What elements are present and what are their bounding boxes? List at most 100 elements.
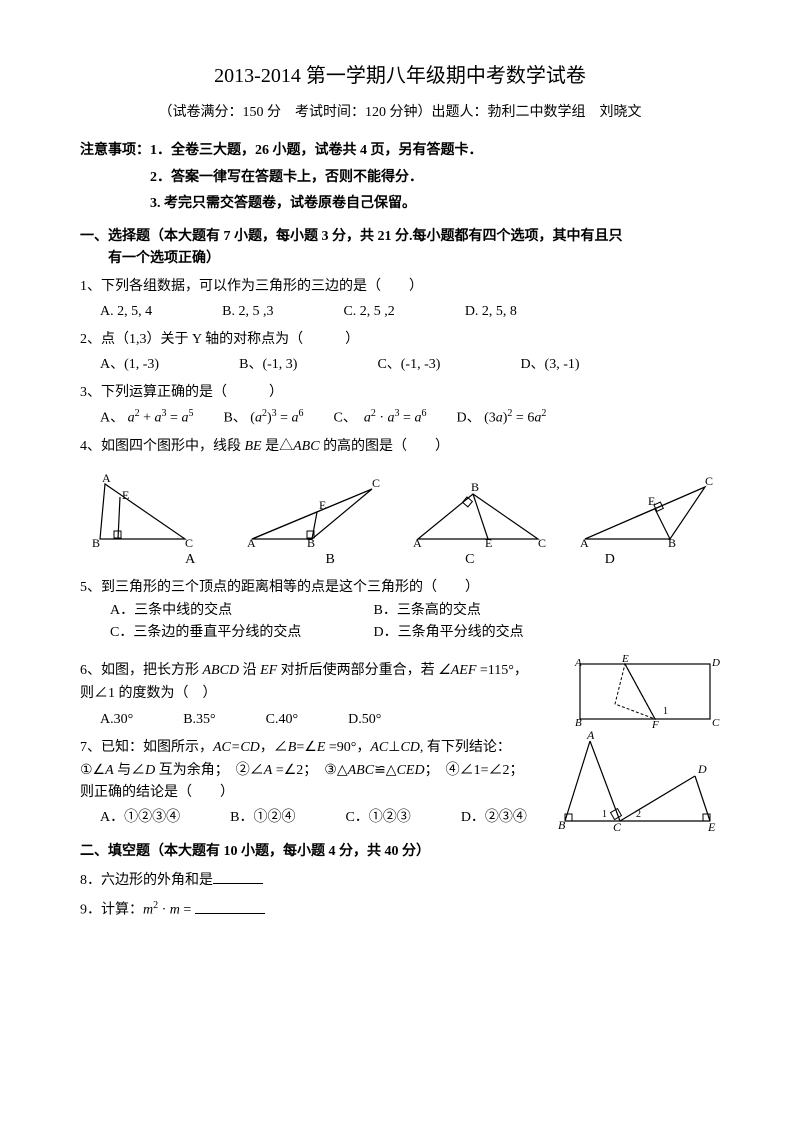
q3-options: A、 a2 + a3 = a5 B、 (a2)3 = a6 C、 a2 · a3… [100,406,720,430]
q8: 8．六边形的外角和是 [80,870,720,892]
q4-label-b: B [326,549,335,571]
svg-text:A: A [247,536,256,549]
svg-text:C: C [712,717,720,729]
q6-s4: =115°， [476,663,527,678]
q3d-label: D、 [456,411,480,426]
q4-diagram-c: A B E C [403,469,553,549]
q4-label-a: A [185,549,195,571]
q6-s2: 沿 [239,663,260,678]
svg-text:C: C [705,474,713,488]
q5-opt-d: D．三条角平分线的交点 [374,625,524,640]
q4-stem: 4、如图四个图形中，线段 BE 是△ABC 的高的图是（ ） [80,436,720,458]
svg-text:C: C [185,536,193,549]
svg-text:B: B [558,818,566,831]
svg-text:A: A [102,471,111,485]
q3b-label: B、 [223,411,246,426]
q4-diagram-labels: A B C D [120,549,680,571]
svg-text:A: A [413,536,422,549]
svg-text:E: E [648,494,655,508]
svg-text:F: F [651,719,659,729]
q3c-label: C、 [334,411,350,426]
q5-opt-a: A．三条中线的交点 [110,600,370,622]
q6-abcd: ABCD [203,663,240,678]
section-1-heading-2: 有一个选项正确） [108,248,720,270]
q1-stem: 1、下列各组数据，可以作为三角形的三边的是（ ） [80,276,720,298]
svg-text:B: B [575,717,582,729]
q9-after: = [180,903,195,918]
q9-stem: 9．计算： [80,903,143,918]
svg-text:1: 1 [602,809,607,820]
notes-3: 3. 考完只需交答题卷，试卷原卷自己保留。 [150,193,720,215]
svg-text:B: B [471,480,479,494]
q1-options: A. 2, 5, 4 B. 2, 5 ,3 C. 2, 5 ,2 D. 2, 5… [100,301,720,323]
q3a-label: A、 [100,411,124,426]
q2-opt-c: C、(-1, -3) [377,354,440,376]
q9: 9．计算：m2 · m = [80,898,720,922]
q2-opt-a: A、(1, -3) [100,354,159,376]
svg-text:D: D [711,657,720,669]
q3-opt-a: A、 a2 + a3 = a5 [100,406,193,430]
section-1-heading: 一、选择题（本大题有 7 小题，每小题 3 分，共 21 分.每小题都有四个选项… [80,226,720,248]
q6-diagram: A E D B F C 1 [570,654,720,729]
q7-opt-c: C．①②③ [345,807,410,829]
q6-s3: 对折后使两部分重合，若 [277,663,438,678]
page-title: 2013-2014 第一学期八年级期中考数学试卷 [80,60,720,92]
q6-stem-line1: 6、如图，把长方形 ABCD 沿 EF 对折后使两部分重合，若 ∠AEF =11… [80,660,570,682]
svg-text:A: A [580,536,589,549]
q6-opt-a: A.30° [100,709,133,731]
q5-opt-c: C．三条边的垂直平分线的交点 [110,622,370,644]
notes-prefix: 注意事项： [80,143,150,158]
svg-text:C: C [538,536,546,549]
q2-opt-d: D、(3, -1) [520,354,579,376]
q7-opt-b: B．①②④ [230,807,295,829]
svg-text:E: E [122,488,129,502]
q4-diagrams: A E B C A B E C A B E C A E B C [80,469,720,549]
subtitle: （试卷满分：150 分 考试时间：120 分钟）出题人：勃利二中数学组 刘晓文 [80,102,720,124]
q6-opt-c: C.40° [266,709,298,731]
q6-s1: 6、如图，把长方形 [80,663,203,678]
q6-opt-b: B.35° [183,709,215,731]
svg-text:B: B [307,536,315,549]
q2-stem: 2、点（1,3）关于 Y 轴的对称点为（ ） [80,329,720,351]
q1-opt-b: B. 2, 5 ,3 [222,301,273,323]
q7-line2: 则正确的结论是（ ） [80,782,550,804]
q4-diagram-d: A E B C [570,469,720,549]
q6-stem-line2: 则∠1 的度数为（ ） [80,683,570,705]
q5-row2: C．三条边的垂直平分线的交点 D．三条角平分线的交点 [110,622,720,644]
notes-line-1: 注意事项：1．全卷三大题，26 小题，试卷共 4 页，另有答题卡． [80,140,720,162]
q7-diagram: A B C D E 1 2 [550,731,720,831]
q4-label-d: D [605,549,615,571]
q6-ef: EF [260,663,277,678]
q3-opt-b: B、 (a2)3 = a6 [223,406,303,430]
svg-text:2: 2 [636,809,641,820]
q5-row1: A．三条中线的交点 B．三条高的交点 [110,600,720,622]
q3-opt-d: D、 (3a)2 = 6a2 [456,406,546,430]
q5-stem: 5、到三角形的三个顶点的距离相等的点是这个三角形的（ ） [80,577,720,599]
svg-text:E: E [621,654,629,665]
q7-text: 7、已知：如图所示，AC=CD，∠B=∠E =90°，AC⊥CD, 有下列结论：… [80,731,550,829]
svg-text:B: B [92,536,100,549]
q4-diagram-b: A B E C [237,469,387,549]
q5-opt-b: B．三条高的交点 [374,603,481,618]
q4-label-c: C [465,549,474,571]
q7-stem: 7、已知：如图所示，AC=CD，∠B=∠E =90°，AC⊥CD, 有下列结论： [80,737,550,759]
q7-opt-d: D．②③④ [461,807,527,829]
section-2-heading: 二、填空题（本大题有 10 小题，每小题 4 分，共 40 分） [80,841,720,863]
q2-opt-b: B、(-1, 3) [239,354,297,376]
svg-text:B: B [668,536,676,549]
q6-options: A.30° B.35° C.40° D.50° [100,709,570,731]
svg-text:E: E [319,498,326,512]
q1-opt-d: D. 2, 5, 8 [465,301,517,323]
q7-options: A．①②③④ B．①②④ C．①②③ D．②③④ [100,807,550,829]
svg-text:C: C [613,820,622,831]
q6-text: 6、如图，把长方形 ABCD 沿 EF 对折后使两部分重合，若 ∠AEF =11… [80,654,570,731]
notes-2: 2．答案一律写在答题卡上，否则不能得分． [150,167,720,189]
q1-opt-c: C. 2, 5 ,2 [343,301,394,323]
q3-opt-c: C、 a2 · a3 = a6 [334,406,427,430]
q2-options: A、(1, -3) B、(-1, 3) C、(-1, -3) D、(3, -1) [100,354,720,376]
q6-opt-d: D.50° [348,709,381,731]
svg-text:E: E [707,820,716,831]
q8-blank [213,883,263,884]
svg-text:E: E [485,536,492,549]
q6-ang: ∠AEF [438,663,476,678]
